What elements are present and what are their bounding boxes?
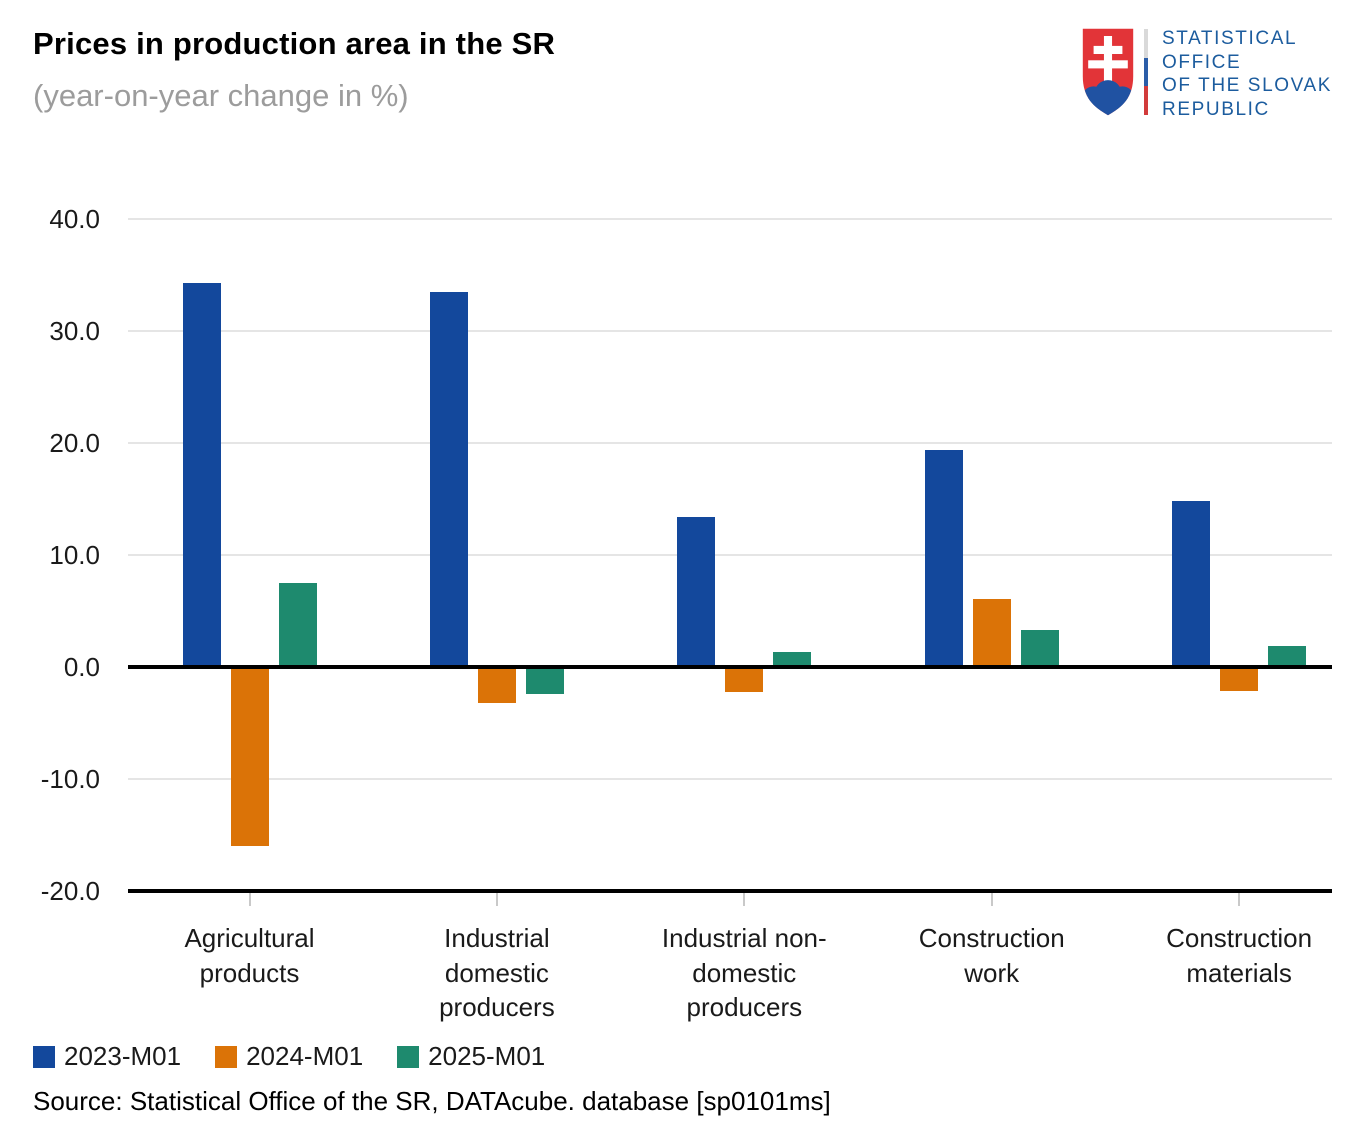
y-tick-label: -10.0	[40, 764, 100, 794]
bar-2025-M01-4	[1268, 645, 1307, 667]
gridline	[128, 554, 1332, 556]
x-category-label-line: producers	[439, 992, 555, 1022]
x-axis-tick	[743, 893, 746, 906]
gridline	[128, 442, 1332, 444]
legend-swatch	[33, 1045, 55, 1068]
bar-2023-M01-3	[924, 449, 963, 667]
bar-2023-M01-2	[677, 516, 716, 667]
y-tick-label: 30.0	[49, 316, 100, 346]
x-axis-tick	[248, 893, 251, 906]
x-category-label: Industrial domestic producers	[367, 921, 627, 1025]
logo-tricolor-divider	[1144, 29, 1148, 116]
bar-2024-M01-3	[972, 598, 1011, 667]
bar-2024-M01-0	[230, 667, 269, 847]
x-category-label: Agricultural products	[120, 921, 380, 990]
legend-item-2023-M01: 2023-M01	[33, 1041, 181, 1072]
logo-org-name: STATISTICAL OFFICE OF THE SLOVAK REPUBLI…	[1162, 26, 1332, 121]
x-category-label: Construction work	[862, 921, 1122, 990]
x-category-label-line: domestic	[444, 957, 549, 988]
x-category-label-line: work	[964, 957, 1020, 988]
x-category-label-line: Industrial non-	[661, 923, 827, 953]
y-tick-label: 40.0	[49, 204, 100, 234]
legend-label: 2025-M01	[428, 1041, 546, 1071]
slovak-coat-of-arms-icon	[1082, 28, 1134, 116]
bar-2025-M01-1	[525, 667, 564, 694]
divider-white-segment	[1144, 29, 1148, 58]
divider-blue-segment	[1144, 57, 1148, 87]
x-category-label-line: Agricultural	[184, 923, 315, 953]
logo-org-line: STATISTICAL	[1162, 28, 1298, 49]
x-category-label-line: materials	[1186, 957, 1292, 988]
bar-2025-M01-2	[773, 652, 812, 667]
bar-2025-M01-3	[1020, 630, 1059, 667]
x-category-label: Construction materials	[1109, 921, 1362, 990]
gridline	[128, 778, 1332, 780]
bar-2024-M01-2	[725, 667, 764, 692]
bar-2023-M01-0	[182, 282, 221, 667]
legend-label: 2023-M01	[64, 1041, 182, 1071]
y-tick-label: 0.0	[63, 652, 100, 682]
legend-swatch	[215, 1045, 238, 1068]
bar-2023-M01-4	[1172, 501, 1211, 667]
x-category-label-line: Construction	[1166, 923, 1313, 953]
bar-2025-M01-0	[278, 583, 317, 667]
y-tick-label: 20.0	[49, 428, 100, 458]
x-category-label-line: Industrial	[444, 923, 550, 953]
bar-2023-M01-1	[429, 291, 468, 667]
legend-swatch	[397, 1045, 420, 1068]
divider-red-segment	[1144, 86, 1148, 116]
logo-org-line: REPUBLIC	[1162, 98, 1270, 120]
y-tick-label: 10.0	[49, 540, 100, 570]
page-subtitle: (year-on-year change in %)	[33, 78, 409, 113]
gridline	[128, 218, 1332, 220]
legend-item-2024-M01: 2024-M01	[215, 1041, 363, 1072]
statistical-office-logo: STATISTICAL OFFICE OF THE SLOVAK REPUBLI…	[1081, 26, 1332, 121]
x-category-label-line: Construction	[918, 923, 1065, 953]
logo-org-line: OF THE SLOVAK	[1162, 75, 1333, 96]
plot-area	[128, 218, 1332, 893]
gridline	[128, 330, 1332, 332]
legend-label: 2024-M01	[246, 1041, 364, 1071]
bar-2024-M01-4	[1220, 667, 1259, 691]
x-axis-tick	[1238, 893, 1241, 906]
source-note: Source: Statistical Office of the SR, DA…	[33, 1086, 831, 1116]
x-category-label-line: producers	[686, 992, 803, 1022]
x-category-label-line: products	[199, 957, 300, 988]
x-axis-tick	[495, 893, 498, 906]
x-axis-tick	[990, 893, 993, 906]
zero-axis-line	[128, 665, 1332, 669]
logo-org-line: OFFICE	[1162, 51, 1242, 73]
chart-legend: 2023-M01 2024-M01 2025-M01	[33, 1041, 545, 1072]
legend-item-2025-M01: 2025-M01	[397, 1041, 545, 1072]
x-category-label: Industrial non-domestic producers	[614, 921, 874, 1025]
y-tick-label: -20.0	[40, 876, 100, 906]
bar-2024-M01-1	[477, 667, 516, 703]
gridline	[128, 889, 1332, 893]
page-title: Prices in production area in the SR	[33, 26, 556, 61]
x-category-label-line: domestic	[692, 957, 797, 988]
